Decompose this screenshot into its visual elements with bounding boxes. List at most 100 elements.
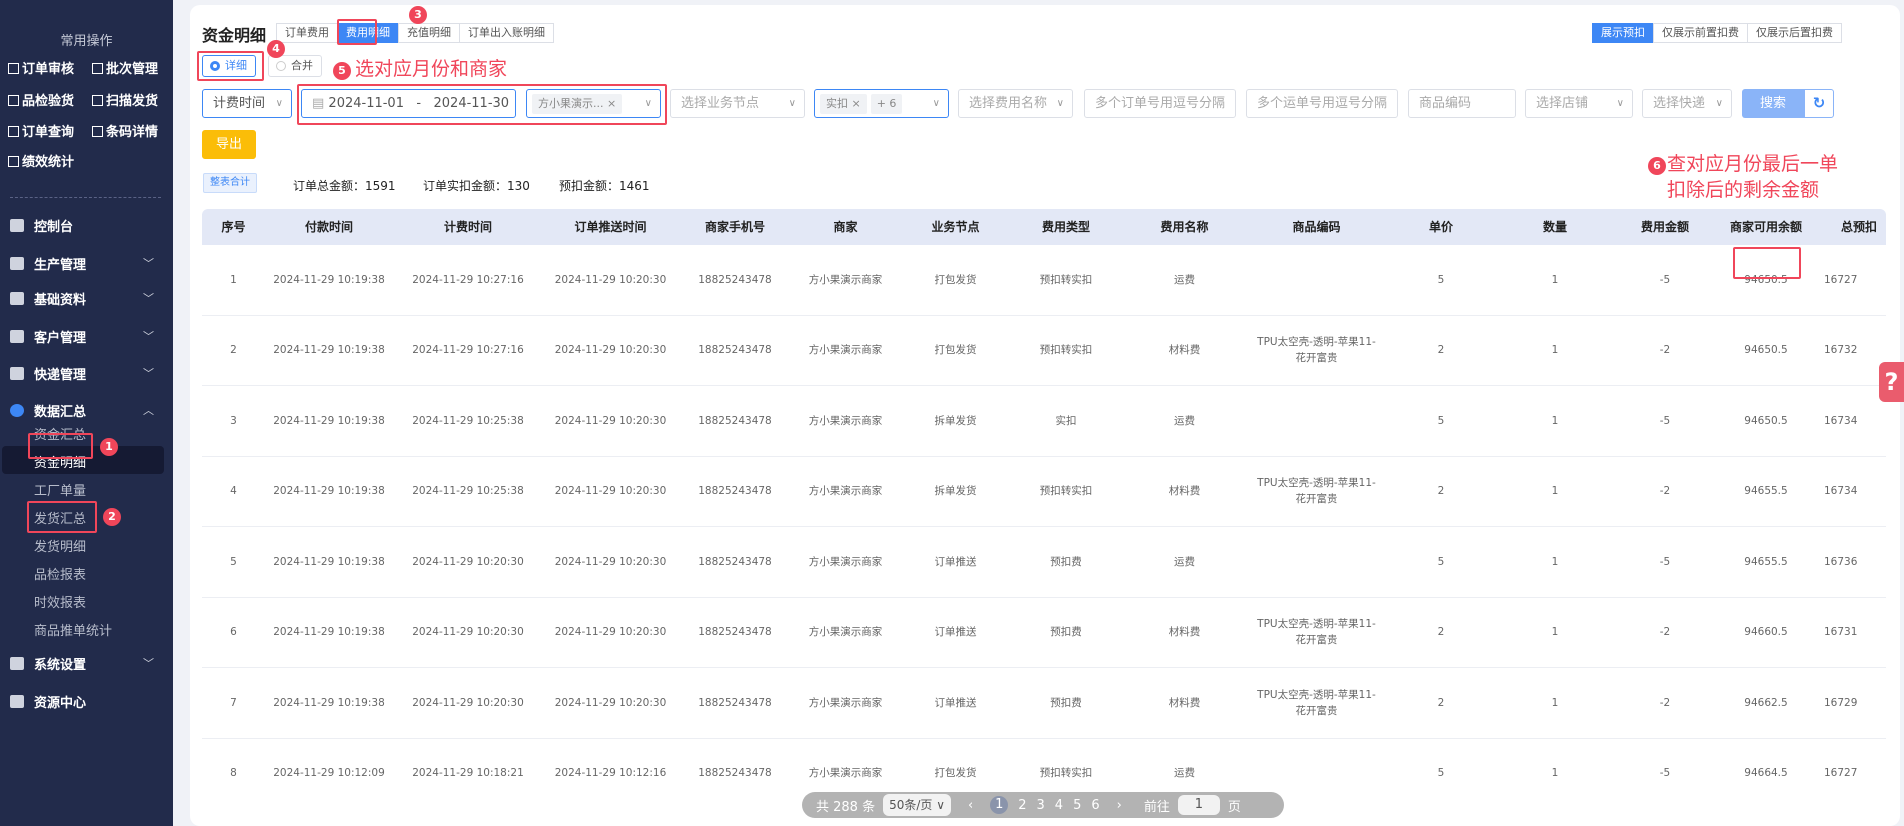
- tab-order-inout-detail[interactable]: 订单出入账明细: [459, 23, 554, 43]
- pie-chart-icon: [10, 403, 24, 417]
- search-button[interactable]: 搜索: [1742, 89, 1804, 118]
- fee-type-select[interactable]: 实扣 × + 6 ∨: [814, 89, 949, 118]
- nav-dashboard[interactable]: 控制台: [10, 210, 160, 240]
- column-header-available-balance: 商家可用余额: [1729, 220, 1802, 234]
- radio-merge[interactable]: 合并: [268, 55, 322, 77]
- annotation-note-5: 选对应月份和商家: [355, 58, 508, 80]
- cell-quantity: 1: [1551, 696, 1559, 709]
- shop-select[interactable]: 选择店铺 ∨: [1525, 89, 1633, 118]
- cell-billing-time: 2024-11-29 10:25:38: [412, 485, 524, 498]
- time-type-select[interactable]: 计费时间 ∨: [202, 89, 292, 118]
- goto-label: 前往: [1143, 799, 1170, 815]
- cell-unit-price: 5: [1437, 767, 1445, 780]
- quick-batch[interactable]: 批次管理: [92, 58, 158, 77]
- cell-merchant: 方小果演示商家: [808, 485, 883, 498]
- column-header-fee-type: 费用类型: [1041, 220, 1090, 234]
- chevron-down-icon: ∨: [644, 98, 652, 109]
- nav-data-summary[interactable]: 数据汇总 ︿: [10, 395, 160, 425]
- cell-quantity: 1: [1551, 344, 1559, 357]
- waybill-numbers-input[interactable]: 多个运单号用逗号分隔: [1246, 89, 1398, 118]
- tab-post-deduct-only[interactable]: 仅展示后置扣费: [1747, 23, 1842, 43]
- express-select[interactable]: 选择快递 ∨: [1642, 89, 1732, 118]
- sub-fund-detail[interactable]: 资金明细: [34, 456, 87, 471]
- tab-pre-deduct-only[interactable]: 仅展示前置扣费: [1653, 23, 1748, 43]
- table-row: 6 2024-11-29 10:19:38 2024-11-29 10:20:30 2…: [202, 598, 1886, 668]
- sub-factory-volume[interactable]: 工厂单量: [34, 484, 87, 499]
- page-1[interactable]: 1: [990, 796, 1009, 814]
- merchant-select[interactable]: 方小果演示... × ∨: [526, 89, 661, 118]
- chevron-up-icon: ︿: [143, 404, 154, 417]
- cell-fee-type: 实扣: [1055, 414, 1077, 427]
- label: 资源中心: [34, 695, 87, 711]
- cell-fee-amount: -2: [1659, 696, 1671, 709]
- help-button[interactable]: ?: [1879, 362, 1904, 402]
- order-numbers-input[interactable]: 多个订单号用逗号分隔: [1084, 89, 1236, 118]
- page-5[interactable]: 5: [1073, 797, 1082, 813]
- cell-fee-amount: -2: [1659, 626, 1671, 639]
- cell-sku: TPU太空壳-透明-苹果11-花开富贵: [1257, 618, 1376, 647]
- nav-production[interactable]: 生产管理 ﹀: [10, 248, 160, 278]
- sub-fund-summary[interactable]: 资金汇总: [34, 428, 87, 443]
- annotation-badge-3: 3: [409, 6, 427, 24]
- sub-shipping-detail[interactable]: 发货明细: [34, 540, 87, 555]
- more-tag: + 6: [870, 94, 903, 114]
- cell-total-prededuct: 16734: [1824, 414, 1858, 427]
- quick-order-review[interactable]: 订单审核: [8, 58, 74, 77]
- nav-basic-data[interactable]: 基础资料 ﹀: [10, 283, 160, 313]
- value: 50条/页: [889, 798, 933, 812]
- next-page-icon[interactable]: ›: [1116, 797, 1122, 813]
- page-2[interactable]: 2: [1018, 797, 1027, 813]
- cell-quantity: 1: [1551, 626, 1559, 639]
- business-node-select[interactable]: 选择业务节点 ∨: [670, 89, 805, 118]
- cell-merchant: 方小果演示商家: [808, 344, 883, 357]
- quick-scan-ship[interactable]: 扫描发货: [92, 90, 158, 109]
- date-end: 2024-11-30: [433, 96, 510, 111]
- column-header-billing-time: 计费时间: [443, 220, 492, 234]
- prev-page-icon[interactable]: ‹: [968, 797, 974, 813]
- cell-quantity: 1: [1551, 767, 1559, 780]
- tab-show-prededuct[interactable]: 展示预扣: [1592, 23, 1654, 43]
- cell-business-node: 打包发货: [934, 767, 977, 780]
- radio-detail[interactable]: 详细: [202, 55, 256, 77]
- sku-input[interactable]: 商品编码: [1408, 89, 1516, 118]
- fee-name-select[interactable]: 选择费用名称 ∨: [958, 89, 1073, 118]
- cell-fee-type: 预扣费: [1050, 696, 1082, 709]
- quick-performance[interactable]: 绩效统计: [8, 151, 74, 170]
- quick-order-query[interactable]: 订单查询: [8, 121, 74, 140]
- tab-recharge-detail[interactable]: 充值明细: [398, 23, 460, 43]
- export-button[interactable]: 导出: [202, 130, 256, 159]
- nav-express[interactable]: 快递管理 ﹀: [10, 358, 160, 388]
- cell-total-prededuct: 16734: [1824, 485, 1858, 498]
- cell-business-node: 拆单发货: [934, 414, 977, 427]
- tab-order-fee[interactable]: 订单费用: [276, 23, 338, 43]
- sub-product-push-stats[interactable]: 商品推单统计: [34, 624, 113, 639]
- sub-shipping-summary[interactable]: 发货汇总: [34, 512, 87, 527]
- nav-resources[interactable]: 资源中心: [10, 686, 160, 716]
- sub-timeliness-report[interactable]: 时效报表: [34, 596, 87, 611]
- nav-customer[interactable]: 客户管理 ﹀: [10, 321, 160, 351]
- date-separator: -: [416, 96, 422, 111]
- page-size-select[interactable]: 50条/页 ∨: [883, 794, 952, 816]
- date-range-picker[interactable]: ▤ 2024-11-01 - 2024-11-30: [301, 89, 516, 118]
- cell-business-node: 订单推送: [934, 696, 977, 709]
- label: 条码详情: [106, 125, 159, 140]
- annotation-badge-5: 5: [333, 62, 351, 80]
- refresh-icon[interactable]: ↻: [1804, 89, 1834, 118]
- quick-inspect[interactable]: 品检验货: [8, 90, 74, 109]
- placeholder: 选择业务节点: [681, 96, 760, 111]
- customer-icon: [10, 329, 24, 343]
- quick-barcode[interactable]: 条码详情: [92, 121, 158, 140]
- cell-sku: TPU太空壳-透明-苹果11-花开富贵: [1257, 336, 1376, 365]
- main-card: [190, 5, 1900, 826]
- cell-index: 2: [230, 344, 237, 357]
- label: 扫描发货: [106, 94, 159, 109]
- cell-push-time: 2024-11-29 10:20:30: [554, 414, 667, 427]
- page-6[interactable]: 6: [1091, 797, 1100, 813]
- goto-page-input[interactable]: 1: [1177, 795, 1220, 815]
- cell-fee-amount: -2: [1659, 344, 1671, 357]
- page-3[interactable]: 3: [1036, 797, 1045, 813]
- nav-settings[interactable]: 系统设置 ﹀: [10, 648, 160, 678]
- column-header-total-prededuct: 总预扣: [1840, 220, 1877, 234]
- page-4[interactable]: 4: [1054, 797, 1064, 813]
- sub-qc-report[interactable]: 品检报表: [34, 568, 87, 583]
